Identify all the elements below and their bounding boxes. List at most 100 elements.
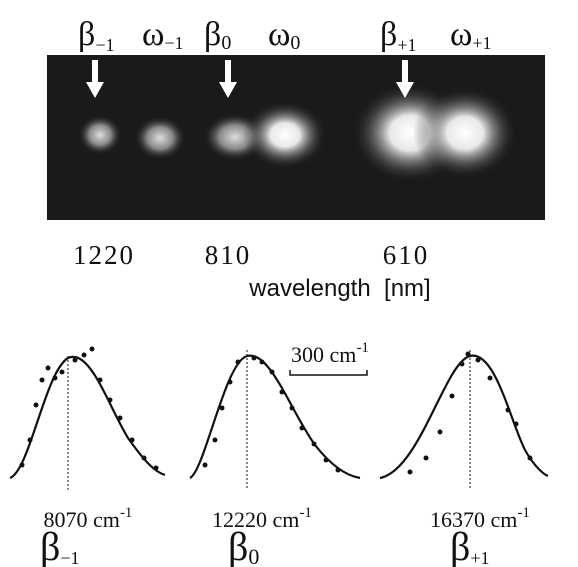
symbol: β — [228, 524, 248, 567]
superscript: -1 — [356, 340, 369, 356]
data-point — [19, 462, 25, 468]
superscript: -1 — [299, 505, 312, 521]
image-label: ω−1 — [142, 16, 184, 53]
image-label: β+1 — [380, 16, 416, 55]
data-point — [449, 393, 455, 399]
data-point — [299, 425, 305, 431]
data-point — [289, 405, 295, 411]
points — [202, 355, 341, 473]
data-point — [72, 357, 78, 363]
superscript: -1 — [517, 505, 530, 521]
spot — [413, 87, 517, 179]
tick-label: 610 — [383, 240, 430, 270]
data-point — [323, 457, 329, 463]
spectrum — [9, 346, 166, 490]
data-point — [335, 467, 341, 473]
subscript: +1 — [470, 548, 489, 567]
symbol: β — [380, 16, 397, 53]
data-point — [81, 352, 87, 358]
axis-label: wavelength [nm] — [248, 275, 430, 302]
arrow — [219, 60, 237, 98]
image-label: β0 — [204, 16, 231, 54]
text: 300 cm — [291, 342, 356, 367]
subscript: 0 — [221, 32, 231, 54]
tick-label: 1220 — [73, 240, 135, 270]
text: 12220 cm — [212, 507, 299, 532]
data-point — [153, 465, 159, 471]
peak-positions: 8070 cm-1 12220 cm-1 16370 cm-1 — [44, 505, 530, 532]
peak-symbol: β−1 — [40, 524, 80, 567]
data-point — [459, 361, 465, 367]
data-point — [251, 355, 257, 361]
data-point — [27, 437, 33, 443]
superscript: -1 — [120, 505, 133, 521]
peak-symbols: β−1 β0 β+1 — [40, 524, 490, 567]
data-point — [45, 365, 51, 371]
spot — [243, 101, 327, 169]
subscript: −1 — [164, 33, 183, 53]
spectrum — [379, 350, 549, 490]
peak-position: 12220 cm-1 — [212, 505, 312, 532]
image-label: ω0 — [268, 16, 300, 54]
scale-bar — [289, 370, 368, 376]
data-point — [279, 389, 285, 395]
data-point — [465, 351, 471, 357]
symbol: ω — [268, 16, 290, 53]
data-point — [527, 455, 533, 461]
wavelength-ticks: 1220 810 610 — [73, 240, 430, 270]
data-point — [107, 397, 113, 403]
spectrum — [189, 350, 361, 490]
data-point — [487, 375, 493, 381]
image-labels: β−1 ω−1 β0 ω0 β+1 ω+1 — [78, 16, 492, 55]
data-point — [33, 402, 39, 408]
data-point — [437, 429, 443, 435]
data-point — [141, 455, 147, 461]
data-point — [59, 369, 65, 375]
fit-curve — [189, 354, 361, 480]
data-point — [39, 377, 45, 383]
spot — [78, 115, 122, 155]
arrows — [86, 60, 414, 98]
arrow — [396, 60, 414, 98]
scale-bar-label: 300 cm-1 — [291, 340, 369, 367]
points — [407, 351, 533, 475]
data-point — [311, 441, 317, 447]
subscript: 0 — [248, 544, 259, 567]
data-point — [423, 455, 429, 461]
data-point — [235, 359, 241, 365]
data-point — [129, 437, 135, 443]
peak-position: 8070 cm-1 — [44, 505, 133, 532]
subscript: −1 — [60, 548, 79, 567]
fit-curve — [9, 355, 166, 480]
symbol: β — [78, 16, 95, 53]
subscript: +1 — [472, 33, 491, 53]
data-point — [407, 469, 413, 475]
subscript: +1 — [397, 35, 416, 55]
symbol: β — [450, 524, 470, 567]
data-point — [117, 415, 123, 421]
peak-position: 16370 cm-1 — [430, 505, 530, 532]
tick-label: 810 — [205, 240, 252, 270]
image-label: β−1 — [78, 16, 114, 55]
data-point — [52, 375, 58, 381]
text: 16370 cm — [430, 507, 517, 532]
data-point — [227, 379, 233, 385]
fit-curve — [379, 354, 549, 480]
symbol: β — [204, 16, 221, 53]
data-point — [259, 359, 265, 365]
symbol: β — [40, 524, 60, 567]
data-point — [269, 369, 275, 375]
arrow — [86, 60, 104, 98]
data-point — [475, 357, 481, 363]
data-point — [89, 346, 95, 352]
image-label: ω+1 — [450, 16, 492, 53]
data-point — [505, 407, 511, 413]
symbol: ω — [142, 16, 164, 53]
data-point — [212, 437, 218, 443]
text: 8070 cm — [44, 507, 120, 532]
peak-symbol: β0 — [228, 524, 259, 567]
subscript: 0 — [290, 32, 300, 54]
